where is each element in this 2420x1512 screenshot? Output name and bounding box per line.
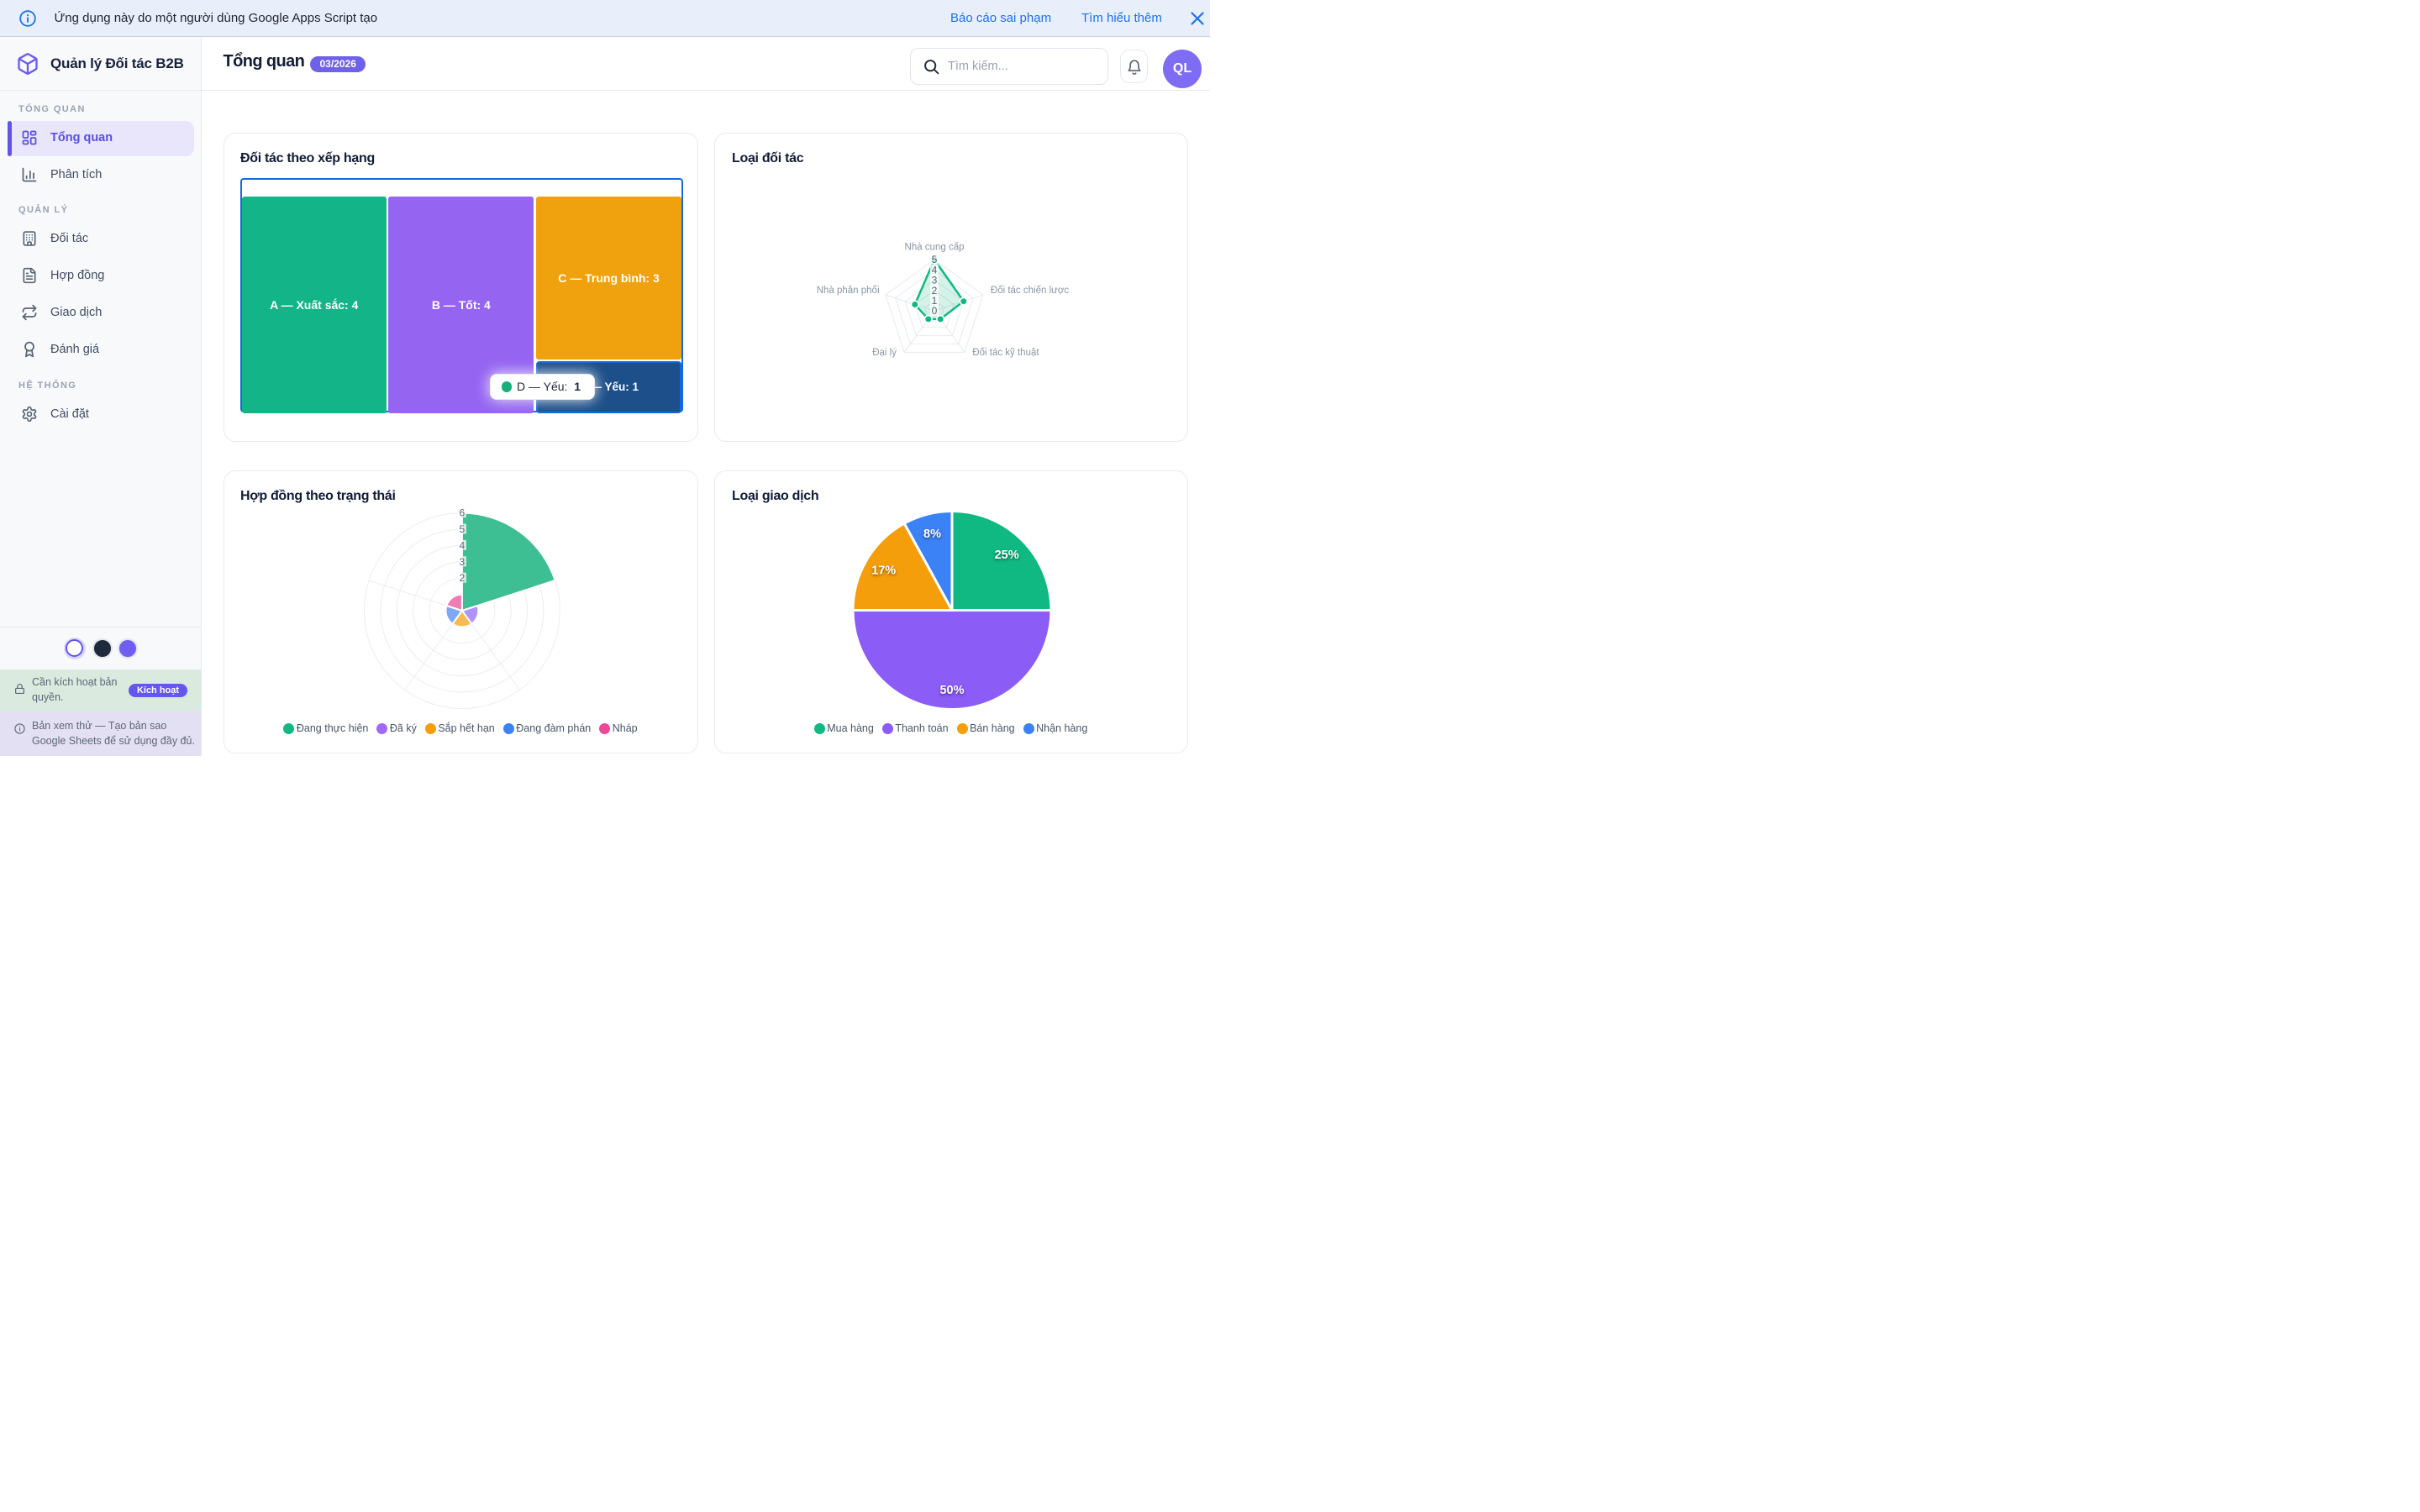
svg-text:5: 5 xyxy=(931,254,937,265)
svg-text:Nhà phân phối: Nhà phân phối xyxy=(816,286,879,296)
svg-text:Đối tác kỹ thuật: Đối tác kỹ thuật xyxy=(972,347,1039,357)
svg-text:25%: 25% xyxy=(994,549,1018,562)
svg-text:4: 4 xyxy=(931,264,937,276)
svg-text:Đại lý: Đại lý xyxy=(872,347,897,357)
svg-text:6: 6 xyxy=(459,507,465,519)
svg-text:Nhà cung cấp: Nhà cung cấp xyxy=(904,242,964,252)
svg-text:2: 2 xyxy=(459,572,465,584)
svg-text:2: 2 xyxy=(931,284,937,296)
svg-text:5: 5 xyxy=(459,523,465,535)
svg-text:8%: 8% xyxy=(923,528,941,541)
svg-text:4: 4 xyxy=(459,539,465,551)
svg-text:3: 3 xyxy=(459,556,465,568)
svg-text:1: 1 xyxy=(931,295,937,307)
svg-text:Đối tác chiến lược: Đối tác chiến lược xyxy=(990,286,1068,296)
svg-text:50%: 50% xyxy=(939,684,964,697)
svg-text:17%: 17% xyxy=(871,564,896,578)
svg-text:3: 3 xyxy=(931,274,937,286)
svg-text:0: 0 xyxy=(931,305,937,317)
